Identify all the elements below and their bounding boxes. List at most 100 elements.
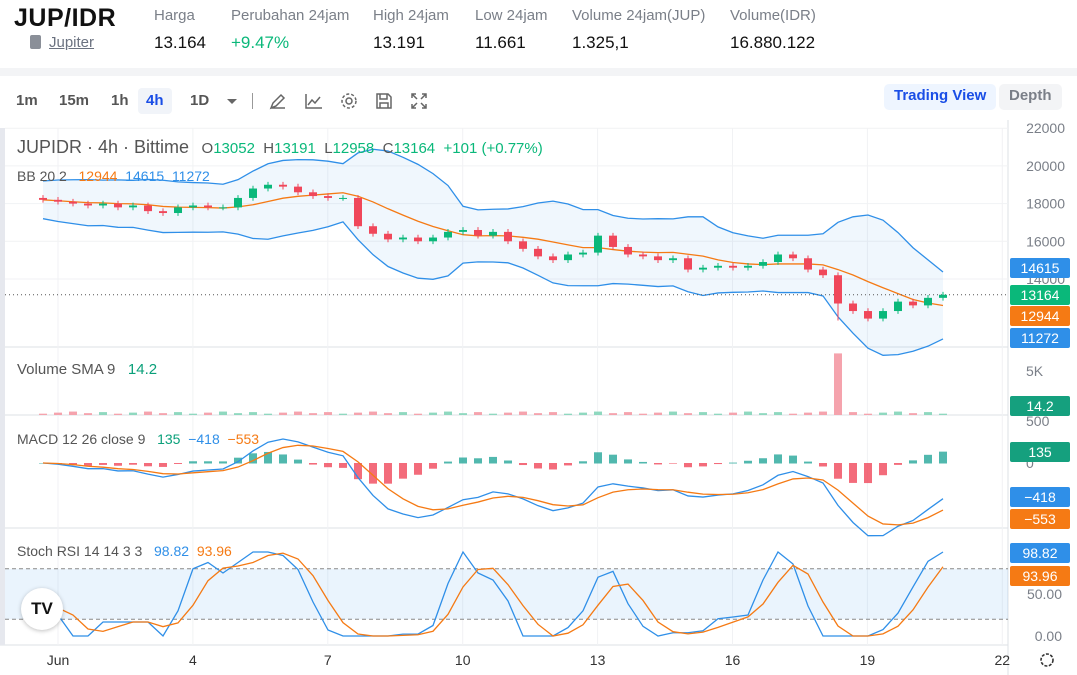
candle-body <box>414 237 422 242</box>
candle-body <box>144 205 152 212</box>
price-chart[interactable]: Jun 4 7 10 13 16 19 222200020000180001600014000… <box>0 120 1077 675</box>
macd-hist-bar <box>159 463 167 467</box>
chevron-down-icon[interactable] <box>222 91 242 111</box>
volume-bar <box>519 411 527 415</box>
volume-bar <box>729 412 737 415</box>
stat-high: High 24jam 13.191 <box>373 7 449 52</box>
fullscreen-icon[interactable] <box>409 91 429 111</box>
volume-bar <box>534 413 542 415</box>
volume-bar <box>84 413 92 415</box>
x-tick-label: 10 <box>455 652 471 668</box>
volume-bar <box>504 412 512 415</box>
trading-view-tab[interactable]: Trading View <box>884 84 997 110</box>
macd-hist-bar <box>99 463 107 465</box>
macd-hist-bar <box>504 460 512 464</box>
indicator-icon[interactable] <box>304 91 324 111</box>
candle-body <box>819 269 827 276</box>
candle-body <box>264 184 272 189</box>
divider <box>252 93 253 109</box>
macd-hist-bar <box>294 459 302 464</box>
volume-bar <box>54 412 62 415</box>
interval-1d[interactable]: 1D <box>190 92 210 109</box>
macd-tick-label: 0 <box>1026 455 1034 471</box>
volume-bar <box>204 412 212 415</box>
candle-body <box>354 197 362 227</box>
macd-hist-bar <box>144 463 152 467</box>
candle-body <box>189 205 197 208</box>
candle-body <box>549 256 557 261</box>
volume-bar <box>324 412 332 415</box>
volume-legend: Volume SMA 9 14.2 <box>17 361 158 378</box>
volume-bar <box>414 413 422 415</box>
tradingview-logo[interactable]: TV <box>21 588 63 630</box>
volume-bar <box>474 412 482 415</box>
stoch-k-tag: 98.82 <box>1010 543 1070 563</box>
volume-bar <box>489 413 497 415</box>
volume-bar <box>864 413 872 415</box>
chart-legend-ohlc: JUPIDR · 4h · Bittime O13052 H13191 L129… <box>17 137 543 157</box>
candle-body <box>339 197 347 199</box>
macd-hist-bar <box>264 451 272 464</box>
last-price-tag: 13164 <box>1010 285 1070 305</box>
volume-bar <box>114 413 122 415</box>
macd-hist-bar <box>519 463 527 466</box>
volume-bar <box>894 411 902 415</box>
macd-hist-bar <box>909 460 917 464</box>
project-link[interactable]: Jupiter <box>30 34 94 51</box>
interval-4h[interactable]: 4h <box>138 88 172 114</box>
settings-icon[interactable] <box>339 91 359 111</box>
candle-body <box>789 254 797 259</box>
candle-body <box>849 303 857 312</box>
macd-hist-bar <box>639 461 647 464</box>
bb-band <box>43 149 943 356</box>
macd-hist-bar <box>384 463 392 484</box>
macd-hist-bar <box>564 463 572 466</box>
macd-hist-bar <box>204 461 212 464</box>
volume-bar <box>849 412 857 415</box>
candle-body <box>624 246 632 255</box>
bb-legend: BB 20 2 12944 14615 11272 <box>17 168 210 184</box>
x-tick-label: 13 <box>590 652 606 668</box>
candle-body <box>249 188 257 198</box>
candle-body <box>174 207 182 214</box>
interval-1h[interactable]: 1h <box>111 92 129 109</box>
signal-line <box>42 444 944 526</box>
stoch-tick-label: 0.00 <box>1035 628 1062 644</box>
stoch-legend: Stoch RSI 14 14 3 3 98.82 93.96 <box>17 543 232 559</box>
volume-bar <box>174 412 182 415</box>
macd-hist-bar <box>654 463 662 465</box>
volume-bar <box>579 412 587 415</box>
interval-1m[interactable]: 1m <box>16 92 38 109</box>
macd-hist-bar <box>399 463 407 479</box>
stoch-tick-label: 50.00 <box>1027 586 1062 602</box>
volume-bar <box>444 411 452 415</box>
macd-hist-bar <box>324 463 332 468</box>
macd-line <box>42 438 944 537</box>
macd-hist-bar <box>369 463 377 484</box>
candle-body <box>474 229 482 236</box>
candle-body <box>69 201 77 204</box>
candle-body <box>324 196 332 198</box>
candle-body <box>639 254 647 257</box>
macd-hist-bar <box>234 457 242 464</box>
candle-body <box>534 248 542 257</box>
macd-tick-label: 500 <box>1026 413 1050 429</box>
macd-hist-bar <box>549 463 557 470</box>
draw-icon[interactable] <box>268 91 288 111</box>
macd-hist-bar <box>804 461 812 464</box>
volume-bar <box>609 413 617 415</box>
depth-tab[interactable]: Depth <box>999 84 1062 110</box>
macd-tag: −418 <box>1010 487 1070 507</box>
x-tick-label: Jun <box>47 652 70 668</box>
candle-body <box>894 301 902 312</box>
save-icon[interactable] <box>374 91 394 111</box>
interval-15m[interactable]: 15m <box>59 92 90 109</box>
macd-hist-bar <box>729 462 737 464</box>
volume-bar <box>309 413 317 415</box>
volume-bar <box>879 412 887 415</box>
volume-bar <box>714 413 722 415</box>
chart-toolbar: 1m 15m 1h 4h 1D <box>0 84 1077 118</box>
candle-body <box>564 254 572 261</box>
volume-bar <box>369 411 377 415</box>
candle-body <box>384 233 392 240</box>
